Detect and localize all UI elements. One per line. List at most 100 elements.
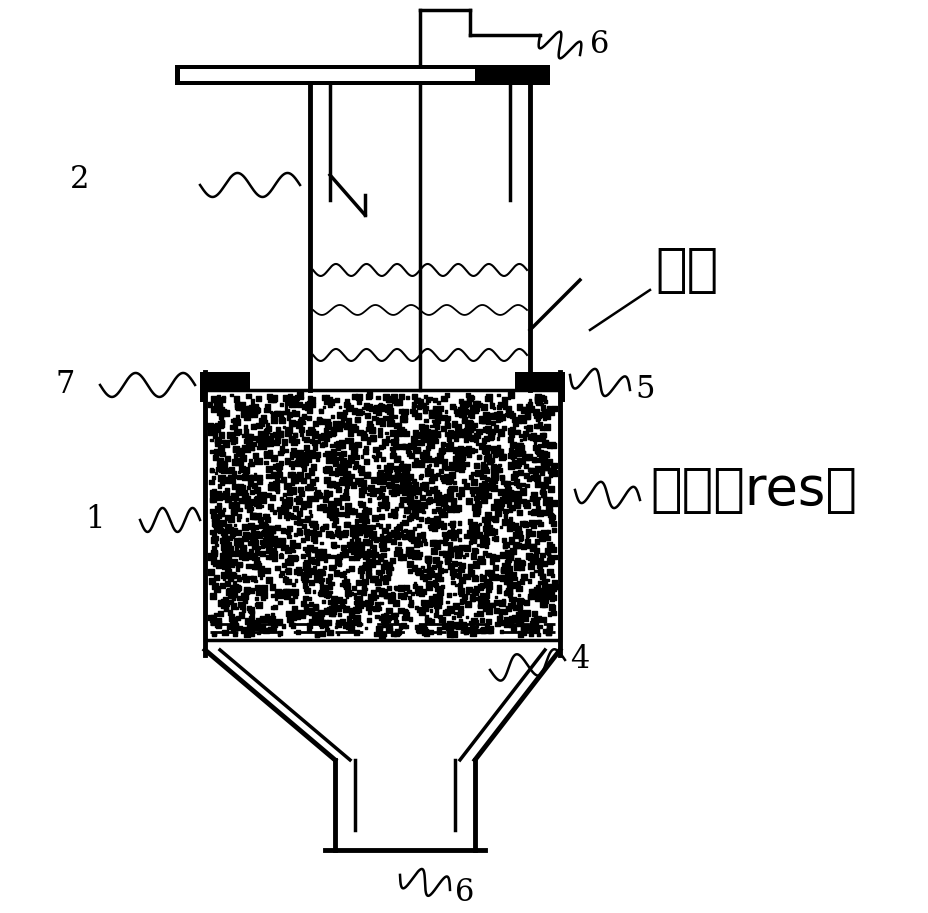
- Point: [302, 491, 316, 506]
- Point: [264, 427, 279, 442]
- Point: [274, 474, 289, 488]
- Point: [441, 547, 456, 561]
- Point: [408, 444, 423, 458]
- Point: [450, 619, 465, 634]
- Point: [211, 435, 226, 449]
- Point: [281, 493, 296, 508]
- Point: [309, 627, 324, 642]
- Point: [209, 488, 224, 502]
- Point: [222, 589, 237, 603]
- Point: [350, 475, 365, 489]
- Point: [370, 574, 385, 589]
- Point: [380, 530, 395, 545]
- Point: [538, 394, 553, 408]
- Point: [373, 397, 388, 412]
- Point: [333, 578, 348, 593]
- Point: [236, 404, 251, 419]
- Point: [454, 601, 469, 615]
- Point: [448, 541, 463, 556]
- Point: [240, 623, 255, 637]
- Point: [402, 469, 417, 484]
- Point: [465, 532, 480, 547]
- Point: [440, 436, 455, 451]
- Point: [327, 449, 342, 464]
- Point: [275, 532, 290, 547]
- Point: [499, 483, 514, 498]
- Point: [530, 392, 545, 406]
- Point: [494, 571, 509, 585]
- Point: [441, 491, 456, 506]
- Point: [226, 470, 241, 485]
- Bar: [205, 390, 560, 640]
- Point: [372, 610, 387, 624]
- Point: [416, 447, 431, 462]
- Point: [233, 597, 248, 612]
- Point: [411, 400, 426, 415]
- Point: [351, 459, 366, 474]
- Point: [339, 518, 354, 532]
- Point: [520, 530, 535, 545]
- Point: [387, 409, 402, 424]
- Point: [251, 527, 266, 541]
- Point: [217, 459, 232, 474]
- Point: [382, 404, 397, 418]
- Point: [429, 409, 444, 424]
- Point: [304, 446, 319, 460]
- Point: [246, 523, 261, 538]
- Point: [213, 523, 227, 538]
- Point: [224, 498, 238, 512]
- Point: [386, 534, 401, 549]
- Point: [501, 576, 516, 591]
- Point: [249, 598, 264, 613]
- Point: [496, 533, 510, 548]
- Point: [535, 406, 549, 421]
- Point: [209, 532, 224, 547]
- Point: [226, 506, 240, 520]
- Point: [426, 425, 441, 440]
- Point: [309, 572, 324, 586]
- Point: [303, 463, 318, 477]
- Point: [355, 479, 370, 494]
- Point: [466, 593, 481, 607]
- Point: [235, 600, 250, 614]
- Point: [454, 450, 469, 465]
- Point: [470, 502, 484, 517]
- Point: [242, 614, 257, 629]
- Point: [547, 574, 561, 589]
- Point: [481, 454, 496, 468]
- Point: [386, 593, 401, 607]
- Point: [502, 615, 517, 630]
- Point: [326, 445, 341, 459]
- Point: [282, 485, 297, 499]
- Point: [352, 477, 367, 492]
- Point: [445, 459, 459, 474]
- Point: [235, 461, 250, 476]
- Point: [453, 394, 468, 408]
- Point: [378, 389, 393, 404]
- Point: [226, 612, 240, 626]
- Point: [516, 620, 531, 635]
- Point: [279, 454, 294, 468]
- Point: [499, 482, 514, 497]
- Point: [343, 561, 358, 576]
- Point: [373, 440, 388, 455]
- Point: [442, 540, 457, 555]
- Point: [496, 400, 511, 415]
- Point: [290, 491, 305, 506]
- Point: [312, 545, 327, 560]
- Point: [466, 518, 481, 532]
- Point: [519, 498, 534, 513]
- Point: [359, 454, 374, 468]
- Point: [302, 494, 316, 509]
- Point: [284, 593, 299, 608]
- Point: [323, 478, 338, 493]
- Point: [392, 426, 406, 441]
- Point: [423, 438, 438, 453]
- Point: [231, 570, 246, 584]
- Point: [486, 499, 501, 514]
- Point: [519, 606, 534, 621]
- Point: [368, 411, 383, 425]
- Point: [419, 481, 433, 496]
- Point: [218, 473, 233, 488]
- Point: [230, 532, 245, 547]
